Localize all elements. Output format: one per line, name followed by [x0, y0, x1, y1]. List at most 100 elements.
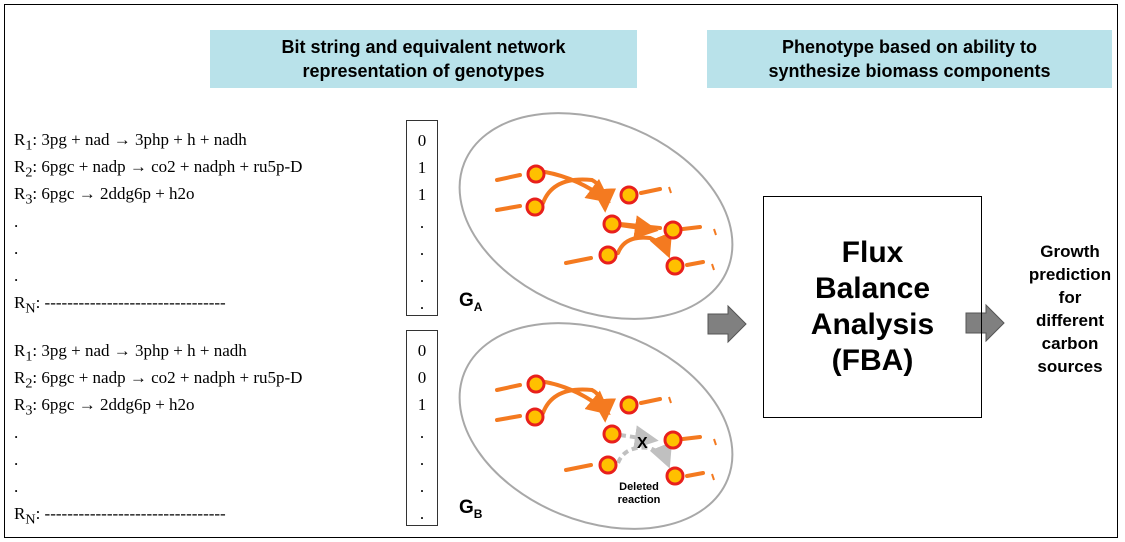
reaction-row: .	[14, 476, 19, 496]
reaction-row: R2: 6pgc + nadp → co2 + nadph + ru5p-D	[14, 368, 303, 392]
genotype-b-bit-string: 0 0 1 . . . .	[406, 330, 438, 526]
growth-line: Growth	[1040, 242, 1100, 261]
reaction-row: R1: 3pg + nad → 3php + h + nadh	[14, 130, 247, 154]
genotype-a-bit-string: 0 1 1 . . . .	[406, 120, 438, 316]
edge	[541, 177, 617, 213]
edge-tip	[668, 396, 672, 404]
network-a	[458, 112, 734, 320]
metabolite-node	[619, 185, 639, 205]
bit: 1	[417, 395, 427, 415]
reaction-row: .	[14, 422, 19, 442]
network-a-label: GA	[459, 290, 483, 314]
edge-stub	[495, 414, 522, 422]
bit: 0	[417, 341, 427, 360]
bit: .	[419, 294, 425, 314]
genotype-b-reactions: R1: 3pg + nad → 3php + h + nadh R2: 6pgc…	[14, 337, 303, 528]
bit: 1	[417, 158, 427, 178]
reaction-row: R1: 3pg + nad → 3php + h + nadh	[14, 341, 247, 365]
metabolite-node	[598, 245, 618, 265]
deleted-edge	[616, 441, 672, 469]
growth-line: sources	[1037, 357, 1103, 376]
growth-prediction: Growth prediction for different carbon s…	[1020, 240, 1120, 378]
edge-tip	[713, 438, 717, 446]
metabolite-node	[598, 455, 618, 475]
reaction-row: R3: 6pgc → 2ddg6p + h2o	[14, 395, 195, 419]
bit: .	[419, 422, 425, 442]
bit: 0	[417, 368, 427, 388]
growth-line: different	[1036, 311, 1104, 330]
fba-line: Analysis	[810, 308, 935, 341]
fba-line: Balance	[814, 272, 931, 305]
fba-box: Flux Balance Analysis (FBA)	[763, 196, 982, 418]
bit: 0	[417, 131, 427, 150]
fba-line: (FBA)	[831, 344, 914, 377]
network-b-label: GB	[459, 497, 483, 521]
edge-stub	[495, 383, 522, 392]
edge-stub	[681, 225, 702, 231]
edge-stub	[639, 397, 662, 405]
genotype-header: Bit string and equivalent network repres…	[210, 30, 637, 88]
reaction-row: R3: 6pgc → 2ddg6p + h2o	[14, 184, 195, 208]
outer-frame	[4, 4, 1118, 538]
phenotype-header-line1: Phenotype based on ability to	[781, 37, 1038, 57]
edge	[616, 231, 672, 259]
bit: .	[419, 504, 425, 524]
bit: 1	[417, 185, 427, 205]
edge-stub	[685, 471, 705, 478]
edge-tip	[713, 228, 717, 236]
network-b-boundary	[458, 322, 734, 530]
reaction-row: RN: --------------------------------	[14, 504, 226, 528]
metabolite-node	[526, 164, 546, 184]
edge-stub	[685, 260, 705, 267]
metabolite-node	[525, 197, 545, 217]
deleted-edge	[619, 425, 659, 450]
metabolite-node	[602, 214, 622, 234]
genotype-header-line2: representation of genotypes	[302, 61, 545, 81]
deleted-mark: X	[637, 435, 648, 452]
bit: .	[419, 212, 425, 232]
growth-line: for	[1058, 288, 1082, 307]
reaction-row: .	[14, 449, 19, 469]
metabolite-node	[526, 374, 546, 394]
reaction-row: R2: 6pgc + nadp → co2 + nadph + ru5p-D	[14, 157, 303, 181]
phenotype-header: Phenotype based on ability to synthesize…	[707, 30, 1112, 88]
metabolite-node	[665, 256, 685, 276]
arrow-to-fba	[707, 304, 747, 344]
phenotype-header-line2: synthesize biomass components	[768, 61, 1051, 81]
deleted-label-line2: reaction	[618, 494, 661, 506]
bit: .	[419, 239, 425, 259]
metabolite-node	[602, 424, 622, 444]
edge	[618, 215, 659, 240]
metabolite-node	[663, 430, 683, 450]
edge	[541, 387, 617, 423]
growth-line: prediction	[1028, 265, 1112, 284]
edge-tip	[668, 186, 672, 194]
metabolite-node	[525, 407, 545, 427]
edge-tip	[711, 263, 715, 271]
metabolite-node	[663, 220, 683, 240]
edge-stub	[495, 173, 522, 182]
edge-stub	[681, 435, 702, 441]
deleted-label-line1: Deleted	[619, 481, 659, 493]
bit: .	[419, 449, 425, 469]
edge-stub	[564, 256, 593, 265]
reaction-row: .	[14, 211, 19, 231]
bit: .	[419, 266, 425, 286]
growth-line: carbon	[1041, 334, 1099, 353]
fba-line: Flux	[841, 236, 904, 269]
reaction-row: RN: --------------------------------	[14, 293, 226, 317]
reaction-row: .	[14, 238, 19, 258]
genotype-a-reactions: R1: 3pg + nad → 3php + h + nadh R2: 6pgc…	[14, 126, 303, 317]
genotype-header-line1: Bit string and equivalent network	[281, 37, 566, 57]
network-a-boundary	[458, 112, 734, 320]
metabolite-node	[665, 466, 685, 486]
bit: .	[419, 476, 425, 496]
reaction-row: .	[14, 265, 19, 285]
network-b: X Deleted reaction	[458, 322, 734, 530]
edge-stub	[639, 187, 662, 195]
edge-tip	[711, 473, 715, 481]
arrow-to-growth	[965, 303, 1005, 343]
edge-stub	[495, 204, 522, 212]
